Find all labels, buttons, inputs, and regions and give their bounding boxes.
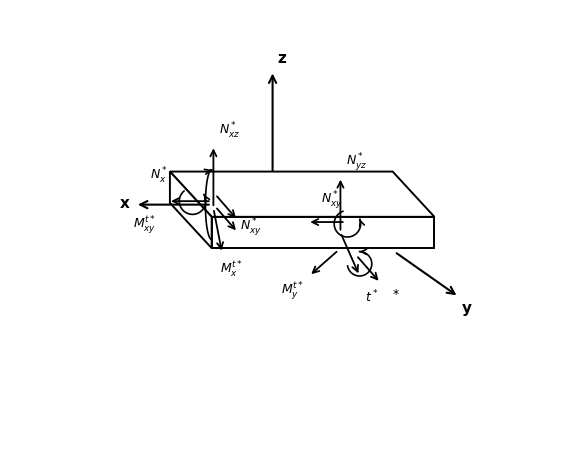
- Text: $M_{xy}^{t*}$: $M_{xy}^{t*}$: [132, 213, 156, 235]
- Text: y: y: [463, 301, 472, 316]
- Text: $N_{xz}^*$: $N_{xz}^*$: [219, 121, 240, 141]
- Text: $N_{xy}^*$: $N_{xy}^*$: [240, 215, 262, 237]
- Text: $N_x^*$: $N_x^*$: [150, 166, 169, 186]
- Polygon shape: [211, 217, 434, 249]
- Text: z: z: [278, 51, 287, 66]
- Text: x: x: [120, 196, 130, 211]
- Text: $M_y^{t*}$: $M_y^{t*}$: [281, 280, 304, 302]
- Text: $N_{yz}^*$: $N_{yz}^*$: [346, 150, 367, 172]
- Polygon shape: [170, 172, 211, 249]
- Text: $N_{xy}^*$: $N_{xy}^*$: [321, 189, 343, 210]
- Text: $*$: $*$: [392, 285, 400, 298]
- Text: $M_x^{t*}$: $M_x^{t*}$: [221, 259, 243, 279]
- Text: $t^*$: $t^*$: [365, 289, 378, 305]
- Polygon shape: [170, 172, 434, 217]
